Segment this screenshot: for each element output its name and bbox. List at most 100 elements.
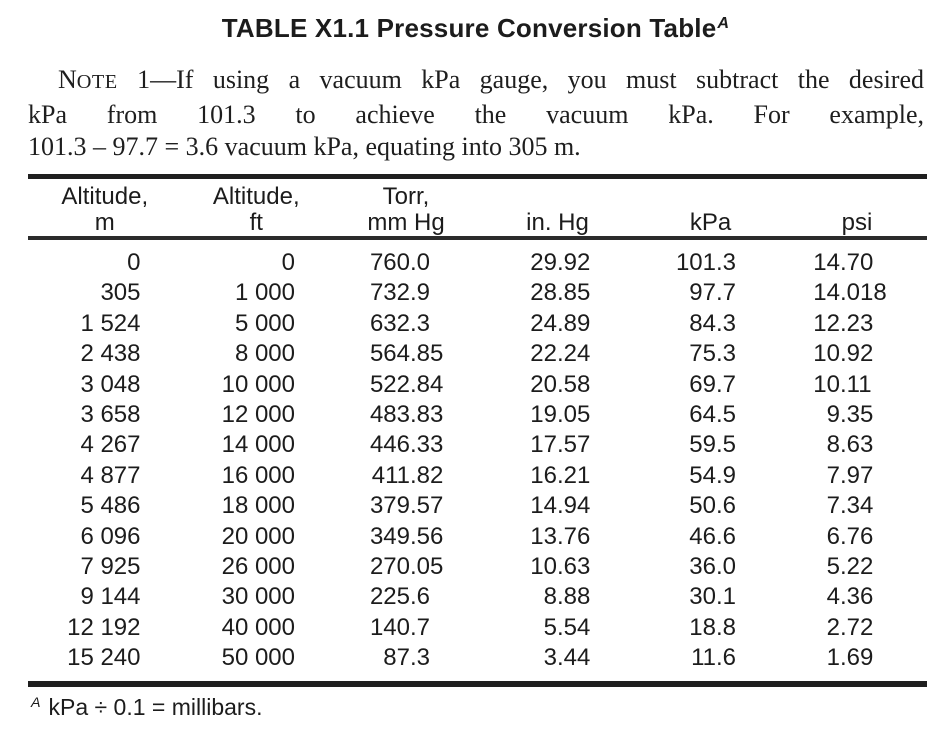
cell-integer-part: 2	[826, 613, 840, 641]
note-paragraph: NOTE 1—If using a vacuum kPa gauge, you …	[28, 64, 924, 164]
cell-fraction-part: .23	[840, 309, 874, 337]
table-cell: 26 000	[182, 552, 332, 582]
table-cell: 10.11	[787, 370, 927, 400]
column-header-in-hg: in. Hg	[481, 184, 634, 236]
cell-integer-part: 4	[826, 583, 840, 611]
cell-fraction-part: .9	[716, 461, 737, 489]
table-cell: 9 144	[28, 582, 182, 612]
cell-fraction-part: .7	[716, 279, 737, 307]
table-cell: 28.85	[481, 278, 634, 308]
cell-fraction-part: .0	[410, 249, 431, 276]
cell-integer-part: 1 000	[234, 279, 295, 307]
table-row: 9 144 30 000 225.6 8.88 30.1 4.36	[28, 582, 927, 612]
column-header-line1: Altitude,	[61, 183, 149, 210]
cell-integer-part: 3	[543, 644, 557, 672]
table-cell: 732.9	[331, 278, 481, 308]
table-cell: 2 438	[28, 339, 182, 369]
cell-fraction-part: .85	[557, 279, 591, 307]
cell-integer-part: 7 925	[80, 553, 141, 581]
table-row: 15 240 50 000 87.3 3.44 11.6 1.69	[28, 643, 927, 673]
table-cell: 8.88	[481, 582, 634, 612]
cell-fraction-part: .97	[840, 461, 874, 489]
cell-fraction-part: .44	[557, 644, 591, 672]
table-cell: 305	[28, 278, 182, 308]
table-cell: 522.84	[331, 370, 481, 400]
cell-integer-part: 6 096	[80, 522, 141, 550]
cell-fraction-part: .6	[716, 644, 737, 672]
table-cell: 3 658	[28, 400, 182, 430]
table-cell: 14.018	[787, 278, 927, 308]
table-cell: 225.6	[331, 582, 481, 612]
cell-integer-part: 64	[689, 401, 716, 429]
cell-integer-part: 14 000	[221, 431, 295, 459]
cell-integer-part: 8	[543, 583, 557, 611]
note-line-2: kPa from 101.3 to achieve the vacuum kPa…	[28, 99, 924, 129]
table-cell: 5.22	[787, 552, 927, 582]
table-cell: 46.6	[634, 522, 787, 552]
table-cell: 4 267	[28, 430, 182, 460]
cell-integer-part: 8	[826, 431, 840, 459]
cell-integer-part: 84	[689, 309, 716, 337]
table-body: 0 0 760.0 29.92 101.3 14.70 305 1 000 732.9 28.85…	[28, 240, 927, 681]
cell-integer-part: 3 048	[80, 370, 141, 398]
table-cell: 29.92	[481, 248, 634, 278]
table-cell: 87.3	[331, 643, 481, 673]
table-cell: 483.83	[331, 400, 481, 430]
table-row: 3 048 10 000 522.84 20.58 69.7 10.11	[28, 370, 927, 400]
cell-integer-part: 349	[369, 522, 410, 550]
cell-integer-part: 446	[369, 431, 410, 459]
cell-integer-part: 17	[530, 431, 557, 459]
cell-integer-part: 16	[530, 461, 557, 489]
cell-integer-part: 2 438	[80, 340, 141, 368]
table-cell: 1 000	[182, 278, 332, 308]
cell-integer-part: 46	[689, 522, 716, 550]
table-header-rule	[28, 236, 927, 240]
table-cell: 54.9	[634, 461, 787, 491]
cell-fraction-part: .92	[840, 340, 874, 368]
cell-fraction-part: .94	[557, 492, 591, 520]
table-cell: 16.21	[481, 461, 634, 491]
cell-fraction-part: .9	[410, 279, 431, 307]
table-row: 3 658 12 000 483.83 19.05 64.5 9.35	[28, 400, 927, 430]
table-cell: 5 000	[182, 309, 332, 339]
column-header-line1: Altitude,	[212, 183, 300, 210]
table-cell: 64.5	[634, 400, 787, 430]
cell-integer-part: 12	[813, 309, 840, 337]
cell-integer-part: 10	[530, 553, 557, 581]
cell-integer-part: 12 000	[221, 401, 295, 429]
cell-integer-part: 14	[813, 279, 840, 307]
table-row: 4 877 16 000 411.82 16.21 54.9 7.97	[28, 461, 927, 491]
cell-fraction-part: .3	[716, 340, 737, 368]
table-cell: 50 000	[182, 643, 332, 673]
cell-fraction-part: .5	[716, 431, 737, 459]
cell-integer-part: 28	[530, 279, 557, 307]
cell-integer-part: 5 000	[234, 309, 295, 337]
cell-fraction-part: .018	[840, 279, 887, 307]
cell-fraction-part: .6	[716, 522, 737, 550]
cell-fraction-part: .3	[410, 309, 431, 337]
note-line-1: NOTE 1—If using a vacuum kPa gauge, you …	[28, 64, 924, 99]
table-cell: 9.35	[787, 400, 927, 430]
note-line-1-text: 1—If using a vacuum kPa gauge, you must …	[117, 65, 924, 94]
cell-fraction-part: .88	[557, 583, 591, 611]
cell-fraction-part: .83	[410, 401, 444, 429]
cell-integer-part: 10	[813, 340, 840, 368]
table-row: 2 438 8 000 564.85 22.24 75.3 10.92	[28, 339, 927, 369]
cell-integer-part: 4 877	[80, 461, 141, 489]
cell-integer-part: 75	[689, 340, 716, 368]
table-cell: 10.92	[787, 339, 927, 369]
table-top-rule	[28, 174, 927, 179]
table-cell: 2.72	[787, 613, 927, 643]
cell-integer-part: 5	[826, 553, 840, 581]
table-cell: 4.36	[787, 582, 927, 612]
cell-fraction-part: .11	[840, 370, 872, 398]
cell-integer-part: 30 000	[221, 583, 295, 611]
table-cell: 14 000	[182, 430, 332, 460]
cell-fraction-part: .57	[557, 431, 591, 459]
cell-integer-part: 10	[813, 370, 840, 398]
table-cell: 10.63	[481, 552, 634, 582]
cell-fraction-part: .3	[716, 309, 737, 337]
table-cell: 15 240	[28, 643, 182, 673]
table-cell: 3 048	[28, 370, 182, 400]
column-header-altitude-ft: Altitude, ft	[182, 184, 332, 236]
